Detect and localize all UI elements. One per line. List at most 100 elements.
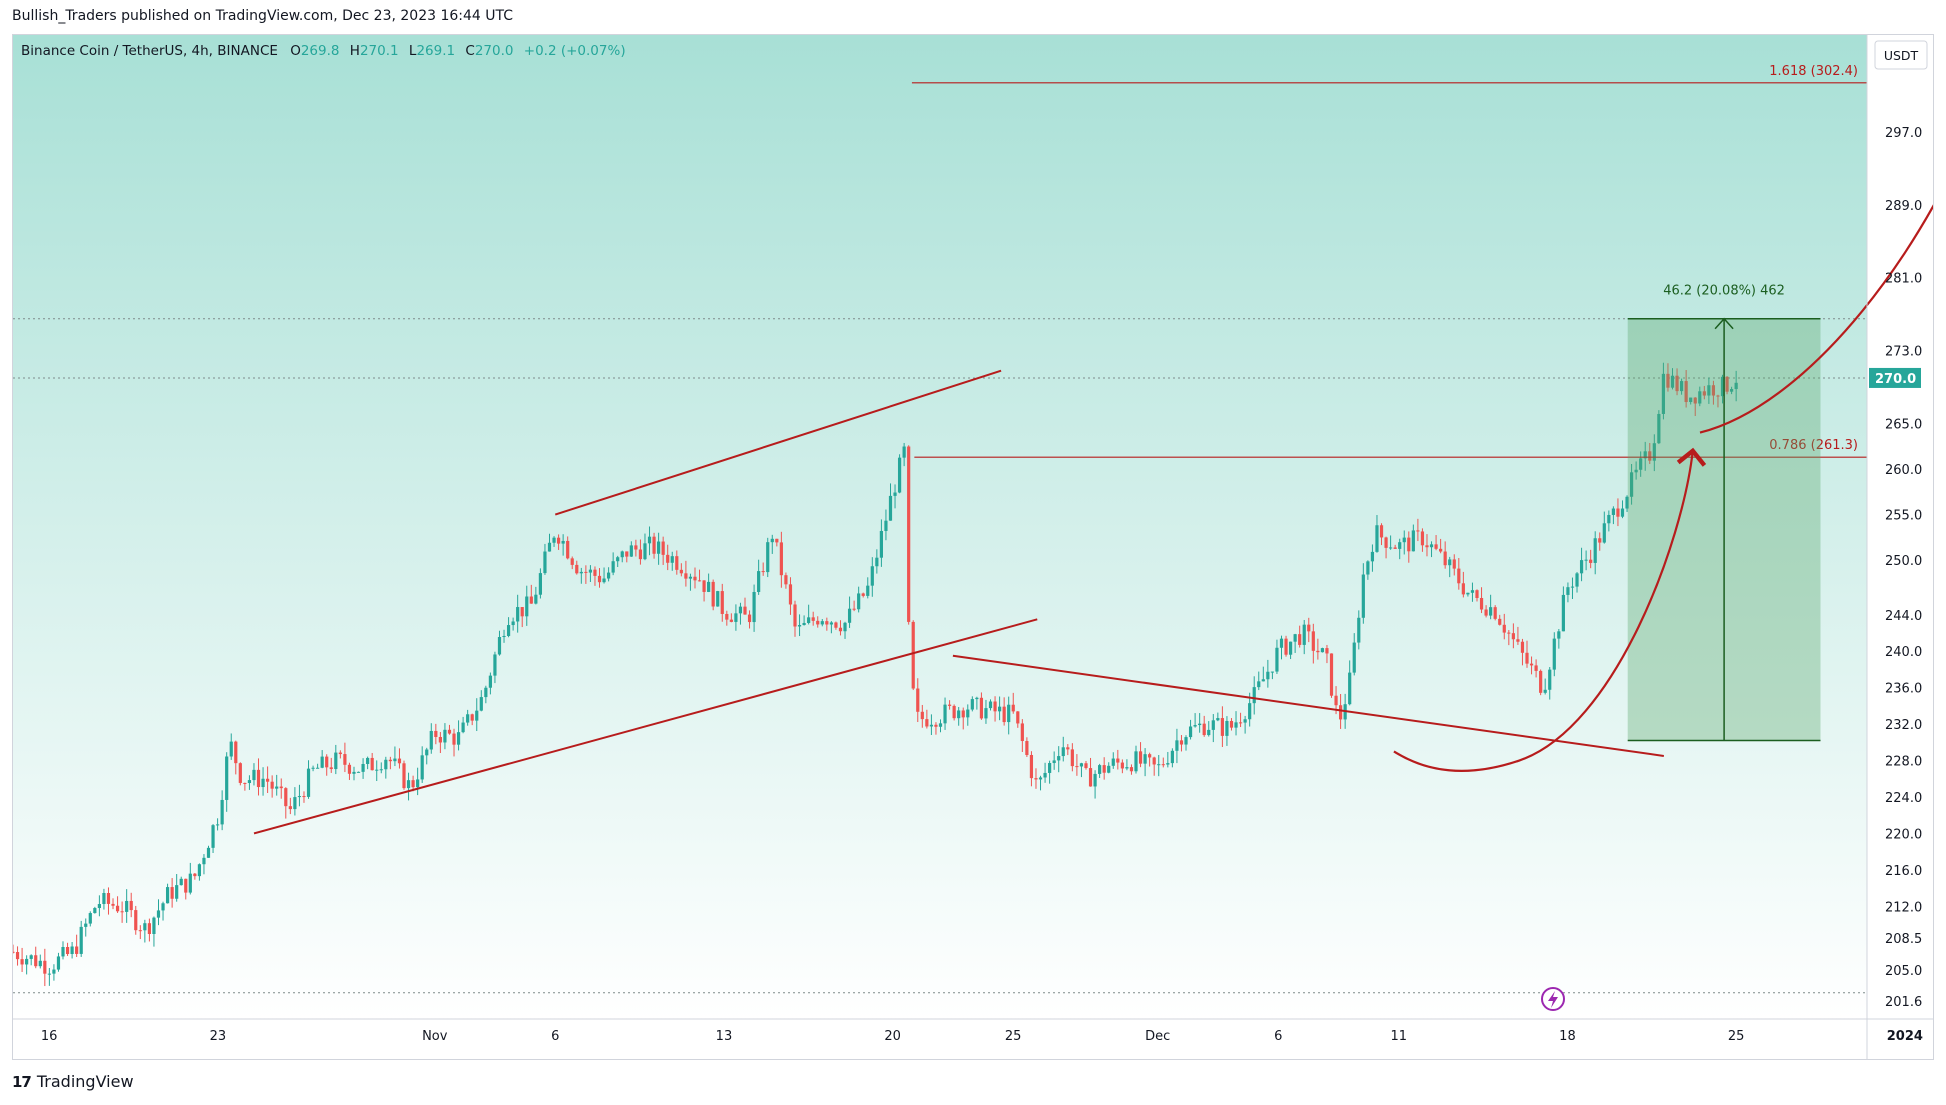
candle-body (1143, 754, 1147, 764)
candle-body (311, 767, 315, 769)
price-chart[interactable]: 1.618 (302.4) 0.786 (261.3) 46.2 (20.08%) … (13, 35, 1933, 1059)
candle-body (1470, 590, 1475, 593)
candle-up (161, 901, 165, 921)
candle-up (847, 596, 852, 628)
candle-up (843, 621, 847, 639)
candle-down (1725, 376, 1729, 395)
candle-up (479, 690, 483, 712)
candle-down (1648, 443, 1652, 464)
candle-down (1479, 587, 1484, 614)
drawings-layer: 1.618 (302.4) 0.786 (261.3) 46.2 (20.08%) … (253, 64, 1933, 835)
candle-up (79, 920, 83, 957)
candle-down (170, 878, 174, 908)
candle-body (875, 557, 879, 567)
candle-up (988, 699, 993, 711)
candle-body (1102, 765, 1106, 773)
candle-up (657, 532, 661, 565)
candle-up (361, 758, 365, 779)
candle-up (543, 543, 547, 575)
tradingview-logo-icon[interactable]: 17 (12, 1072, 32, 1091)
candle-up (602, 567, 606, 584)
candle-up (1252, 676, 1256, 715)
candle-up (588, 565, 593, 583)
candle-down (329, 757, 333, 773)
candle-body (1548, 669, 1552, 690)
x-tick-label: Dec (1145, 1029, 1170, 1044)
candle-down (1675, 368, 1679, 396)
candle-body (65, 946, 70, 955)
candle-up (97, 895, 101, 917)
chart-frame[interactable]: 1.618 (302.4) 0.786 (261.3) 46.2 (20.08%) … (12, 34, 1934, 1060)
candle-down (20, 947, 24, 972)
tradingview-brand[interactable]: TradingView (36, 1072, 134, 1091)
candle-body (1320, 648, 1325, 653)
candle-body (384, 759, 388, 770)
candle-body (925, 719, 929, 727)
candle-down (1311, 623, 1315, 664)
candle-up (966, 704, 970, 726)
candle-body (97, 904, 101, 909)
candle-down (729, 613, 733, 623)
candle-down (1393, 544, 1397, 549)
candle-up (179, 876, 183, 886)
candle-down (234, 740, 238, 775)
candle-up (502, 629, 506, 643)
candle-body (1338, 705, 1343, 720)
candle-down (411, 775, 415, 792)
candle-up (102, 888, 106, 910)
candle-up (1629, 464, 1634, 505)
candle-body (138, 930, 142, 932)
candle-body (907, 446, 911, 622)
candle-up (1670, 368, 1675, 390)
candle-body (1529, 663, 1534, 666)
candle-up (802, 615, 806, 626)
candle-body (1116, 758, 1120, 763)
candle-body (720, 591, 724, 614)
candle-down (556, 534, 561, 550)
candle-down (743, 597, 747, 615)
candle-body (52, 969, 56, 974)
candle-body (1098, 765, 1102, 774)
candle-body (1720, 376, 1725, 397)
candle-up (888, 483, 893, 521)
candle-body (1248, 703, 1252, 720)
candle-body (1125, 767, 1129, 769)
candle-body (697, 580, 702, 582)
candle-down (1493, 605, 1497, 621)
candle-body (1257, 681, 1261, 688)
candle-body (1584, 559, 1588, 561)
candle-up (1288, 641, 1293, 660)
candle-down (570, 556, 574, 570)
candle-body (693, 576, 697, 581)
candle-up (275, 774, 279, 796)
candle-body (979, 697, 984, 719)
candle-body (970, 699, 974, 710)
candle-up (975, 696, 979, 710)
candle-down (1011, 692, 1015, 714)
events-flash-button[interactable] (1541, 987, 1565, 1011)
candle-up (1198, 713, 1202, 733)
candle-up (1057, 746, 1061, 773)
candle-up (1566, 582, 1570, 603)
candle-body (1479, 597, 1484, 610)
candle-down (1020, 719, 1024, 753)
candle-up (1357, 610, 1361, 650)
currency-button[interactable]: USDT (1874, 40, 1928, 70)
candle-up (252, 763, 256, 786)
candle-body (1220, 718, 1224, 736)
legend-h-label: H (350, 43, 360, 59)
candle-body (1511, 633, 1515, 640)
candle-body (452, 733, 456, 745)
candle-down (784, 572, 788, 589)
candle-up (1125, 759, 1129, 771)
candle-up (1561, 586, 1565, 632)
candle-up (1275, 639, 1279, 674)
candle-body (1229, 720, 1234, 728)
candle-body (20, 959, 24, 965)
candle-down (370, 752, 374, 771)
candle-body (1625, 496, 1629, 509)
candle-body (1457, 568, 1461, 584)
candle-up (1061, 736, 1065, 762)
candle-body (475, 710, 479, 721)
candle-body (1034, 778, 1038, 780)
